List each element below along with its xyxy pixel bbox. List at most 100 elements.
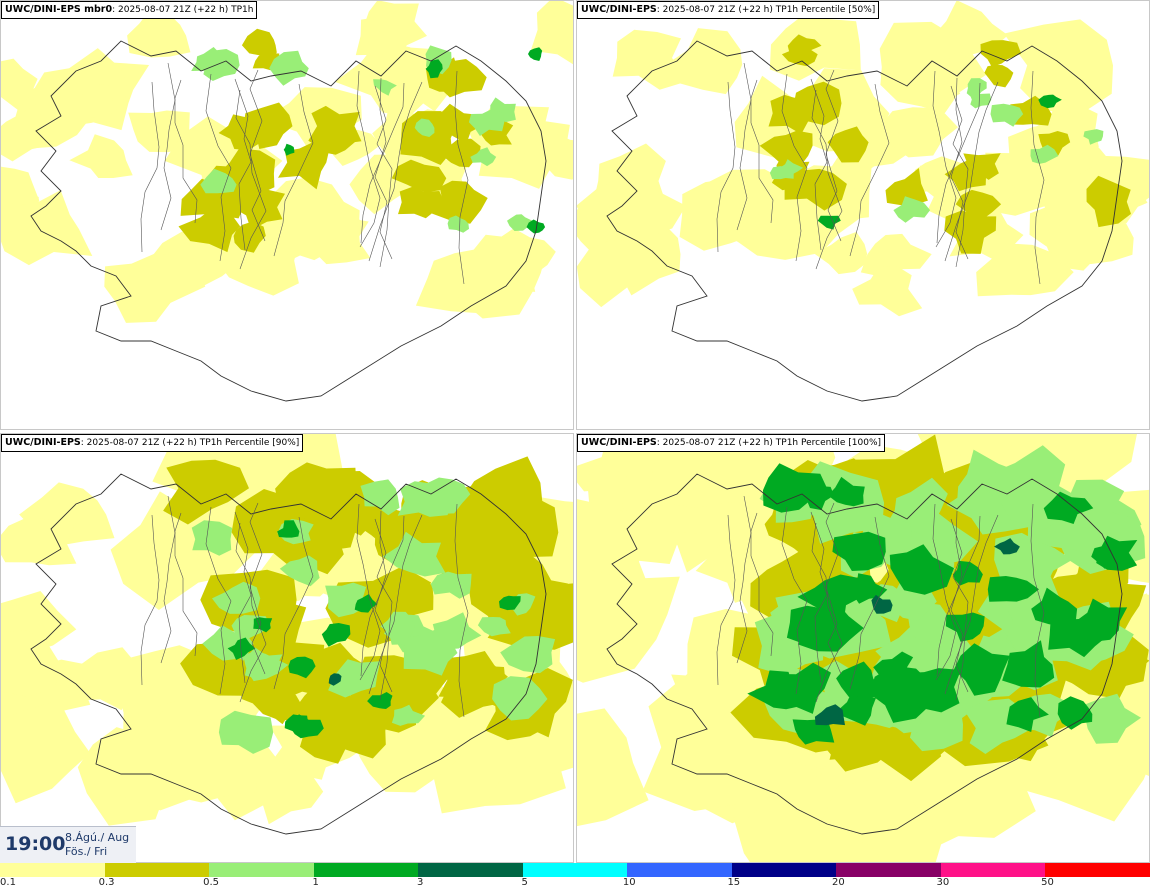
colorbar-segment — [418, 863, 523, 877]
precip-cell — [431, 180, 488, 224]
river-line — [140, 81, 160, 253]
river-line — [936, 82, 981, 244]
river-line — [454, 503, 469, 718]
precip-cell — [871, 594, 893, 614]
precip-cell — [1043, 491, 1094, 524]
river-line — [1030, 503, 1045, 718]
precip-cell — [290, 714, 324, 739]
precip-cell — [832, 531, 886, 571]
precip-cell — [781, 43, 818, 67]
map-panel-p50: UWC/DINI-EPS: 2025-08-07 21Z (+22 h) TP1… — [576, 0, 1150, 430]
river-line — [936, 515, 981, 677]
precip-cell — [577, 708, 649, 827]
precip-layer — [328, 673, 342, 686]
precip-cell — [398, 186, 445, 219]
precip-cell — [243, 651, 289, 682]
precip-map — [1, 1, 573, 402]
precip-cell — [212, 581, 261, 614]
river-line — [374, 518, 393, 701]
precip-cell — [241, 28, 277, 62]
valid-date: 8.Ágú./ Aug Fös./ Fri — [65, 831, 129, 859]
precip-cell — [355, 4, 427, 57]
precip-cell — [879, 21, 961, 109]
precip-cell — [1, 58, 38, 111]
river-line — [374, 85, 393, 268]
precip-cell — [328, 659, 381, 698]
river-line — [234, 78, 252, 251]
colorbar-label: 0.1 — [0, 877, 16, 888]
precip-cell — [980, 40, 1022, 68]
precip-cell — [470, 147, 497, 167]
river-line — [716, 514, 736, 686]
colorbar — [0, 863, 1150, 877]
map-panel-p100: UWC/DINI-EPS: 2025-08-07 21Z (+22 h) TP1… — [576, 433, 1150, 863]
precip-cell — [1056, 193, 1134, 264]
precip-cell — [128, 110, 192, 153]
precip-cell — [852, 266, 923, 317]
river-line — [944, 81, 999, 262]
river-line — [750, 512, 774, 657]
precip-cell — [944, 158, 987, 192]
precip-cell — [191, 520, 233, 556]
precip-cell — [1083, 693, 1141, 744]
precip-layer — [814, 538, 1020, 726]
precip-cell — [354, 594, 378, 613]
precip-cell — [499, 595, 521, 611]
precip-layer — [191, 477, 556, 754]
colorbar-label: 30 — [936, 877, 950, 888]
precip-cell — [1075, 598, 1128, 642]
river-line — [950, 85, 969, 268]
precip-cell — [840, 693, 877, 726]
river-line — [356, 503, 381, 681]
precip-cell — [492, 676, 548, 721]
colorbar-segment — [1045, 863, 1150, 877]
precip-cell — [577, 240, 666, 308]
colorbar-label: 0.5 — [203, 877, 220, 888]
river-line — [205, 506, 232, 695]
colorbar-segment — [836, 863, 941, 877]
precip-layer — [769, 78, 1104, 223]
river-line — [950, 510, 969, 693]
precip-cell — [817, 215, 841, 230]
precip-cell — [321, 623, 351, 647]
colorbar-label: 5 — [521, 877, 528, 888]
precip-cell — [984, 64, 1014, 88]
precip-cell — [227, 637, 256, 660]
river-line — [849, 83, 890, 257]
precip-cell — [500, 636, 556, 674]
river-line — [1030, 70, 1045, 285]
river-line — [273, 83, 314, 257]
colorbar-segment — [104, 863, 210, 877]
precip-cell — [442, 138, 481, 168]
precip-cell — [1, 700, 91, 804]
rivers — [716, 62, 1045, 285]
river-line — [849, 516, 890, 690]
precip-cell — [279, 555, 320, 587]
precip-cell — [747, 670, 813, 710]
river-line — [140, 514, 160, 686]
river-line — [205, 73, 232, 262]
river-line — [810, 78, 828, 251]
precip-cell — [665, 28, 743, 95]
panel-title: UWC/DINI-EPS: 2025-08-07 21Z (+22 h) TP1… — [577, 1, 880, 19]
precip-cell — [349, 154, 424, 215]
precip-cell — [386, 575, 434, 619]
precip-layer — [227, 520, 521, 739]
river-line — [810, 511, 828, 684]
precip-cell — [163, 459, 249, 525]
precip-cell — [432, 103, 483, 144]
river-line — [249, 69, 266, 242]
precip-cell — [447, 215, 469, 233]
precip-map — [577, 1, 1149, 402]
precip-cell — [1, 516, 77, 566]
river-line — [273, 516, 314, 690]
precip-cell — [252, 193, 365, 260]
precip-cell — [1086, 175, 1131, 228]
precip-cell — [768, 94, 821, 135]
precip-layer — [817, 94, 1062, 230]
precip-cell — [860, 233, 932, 278]
precip-cell — [990, 103, 1024, 127]
colorbar-label: 20 — [831, 877, 845, 888]
precip-cell — [391, 704, 426, 726]
precip-cell — [1006, 697, 1049, 732]
